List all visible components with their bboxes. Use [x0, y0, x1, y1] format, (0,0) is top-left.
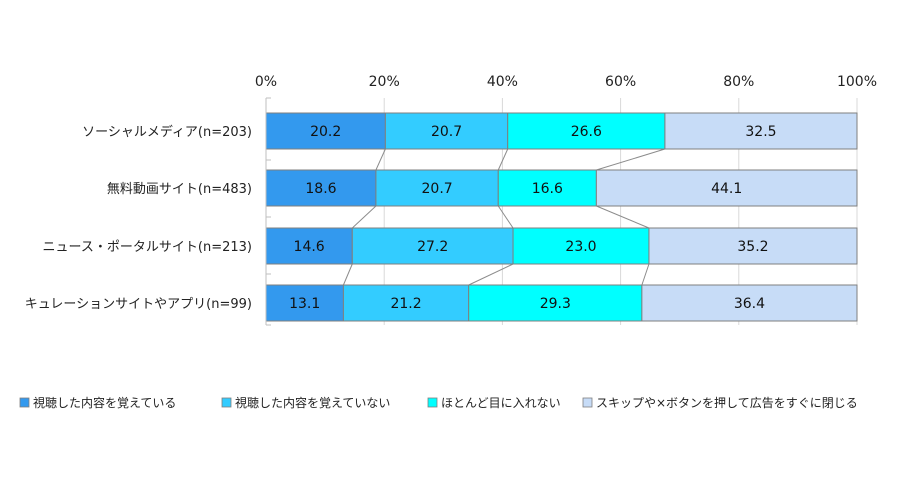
x-tick-label: 40% — [487, 74, 518, 90]
bar-segment — [664, 112, 858, 150]
legend-label: 視聴した内容を覚えていない — [235, 395, 390, 410]
bar-segment — [375, 169, 499, 207]
data-label: 21.2 — [390, 296, 421, 312]
category-label: 無料動画サイト(n=483) — [107, 182, 252, 197]
data-label: 16.6 — [532, 181, 563, 197]
series-line — [596, 148, 666, 171]
bar-segment — [648, 227, 858, 265]
series-line — [497, 148, 509, 171]
data-label: 35.2 — [737, 239, 768, 255]
series-lines — [342, 148, 666, 286]
bars: 20.2 20.7 26.6 32.5 18.6 20.7 16.6 44.1 14.6 27.2… — [265, 112, 858, 322]
data-label: 23.0 — [565, 239, 596, 255]
bar-segment — [384, 112, 509, 150]
legend-label: スキップや×ボタンを押して広告をすぐに閉じる — [596, 396, 858, 410]
x-tick-label: 0% — [255, 74, 277, 90]
x-tick-label: 80% — [723, 74, 754, 90]
bar-segment — [265, 169, 377, 207]
x-tick-label: 60% — [605, 74, 636, 90]
series-line — [596, 205, 650, 229]
series-line — [497, 205, 514, 229]
series-line — [351, 205, 377, 229]
legend-swatch — [582, 397, 593, 408]
legend-swatch — [221, 397, 232, 408]
series-line — [375, 148, 386, 171]
category-label: ソーシャルメディア(n=203) — [82, 124, 252, 140]
data-label: 13.1 — [289, 296, 320, 312]
bar-segment — [468, 284, 643, 322]
data-label: 36.4 — [734, 296, 765, 312]
bar-segment — [595, 169, 858, 207]
data-label: 26.6 — [571, 124, 602, 140]
data-label: 20.7 — [422, 181, 453, 197]
legend-label: ほとんど目に入れない — [441, 396, 561, 410]
axes: 0% 20% 40% 60% 80% 100% ソーシャルメディア(n=203) 無料動画サイ… — [25, 74, 877, 326]
bar-segment — [641, 284, 858, 322]
data-label: 32.5 — [745, 124, 776, 140]
series-line — [641, 263, 650, 286]
legend-swatch — [19, 397, 30, 408]
data-label: 27.2 — [417, 239, 448, 255]
data-label: 29.3 — [540, 296, 571, 312]
legend-swatch — [427, 397, 438, 408]
data-label: 44.1 — [711, 181, 742, 197]
x-tick-label: 20% — [369, 74, 400, 90]
bar-segment — [265, 284, 344, 322]
x-tick-label: 100% — [837, 74, 877, 90]
data-label: 14.6 — [294, 239, 325, 255]
series-line — [342, 263, 353, 286]
data-label: 20.7 — [431, 124, 462, 140]
bar-segment — [507, 112, 666, 150]
series-line — [468, 263, 514, 286]
legend-label: 視聴した内容を覚えている — [33, 395, 176, 410]
bar-segment — [342, 284, 470, 322]
legend: 視聴した内容を覚えている 視聴した内容を覚えていない ほとんど目に入れない スキップや… — [19, 395, 858, 410]
category-label: キュレーションサイトやアプリ(n=99) — [25, 297, 252, 312]
data-label: 18.6 — [305, 181, 336, 197]
bar-segment — [512, 227, 650, 265]
category-label: ニュース・ポータルサイト(n=213) — [43, 240, 252, 255]
data-label: 20.2 — [310, 124, 341, 140]
